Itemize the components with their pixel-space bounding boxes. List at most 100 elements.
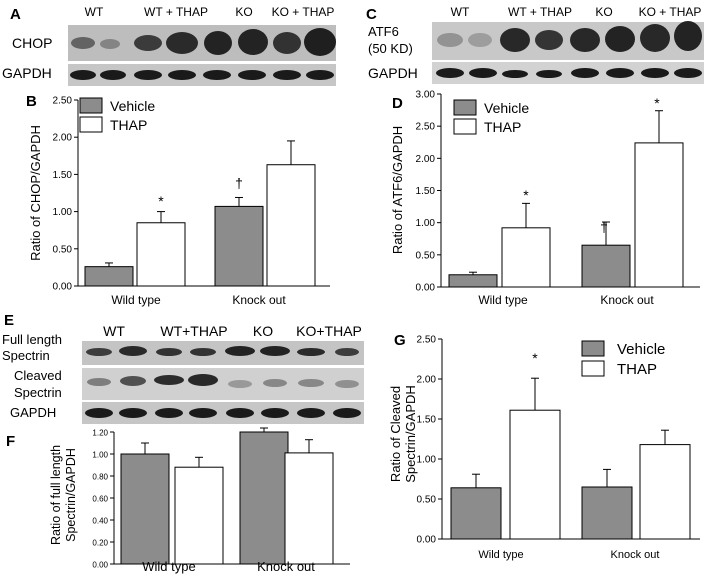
chop-gapdh-membrane	[68, 64, 336, 86]
y-tick-label: 2.50	[417, 335, 437, 346]
y-axis-label: Ratio of CleavedSpectrin/GAPDH	[388, 385, 418, 483]
x-tick-label: Knock out	[232, 293, 286, 307]
legend-label: Vehicle	[110, 98, 155, 114]
legend-swatch	[79, 97, 103, 114]
row-label-chop: CHOP	[12, 35, 52, 51]
significance-mark: *	[532, 350, 538, 366]
bar-thap-wild-type	[501, 227, 551, 288]
y-tick-label: 0.00	[53, 282, 73, 293]
lane-label-wt: WT	[451, 5, 470, 19]
significance-mark: †	[235, 175, 243, 191]
y-tick-label: 0.00	[92, 561, 108, 570]
significance-mark: *	[158, 193, 164, 209]
bar-vehicle-wild-type	[120, 453, 170, 565]
bar-thap-knock-out	[639, 444, 691, 540]
row-label-full-length: Full length	[2, 332, 62, 347]
chart-f: 0.00 0.20 0.40 0.60 0.80 1.00 1.20 Ratio of ful…	[49, 427, 350, 574]
legend-swatch	[79, 116, 103, 133]
bar-thap-wild-type	[509, 409, 561, 540]
y-tick-label: 2.00	[53, 133, 73, 144]
legend-swatch	[581, 360, 605, 377]
blot-panel-c: C WT WT + THAP KO KO + THAP ATF6 (50 KD)…	[366, 5, 704, 84]
lane-label-ko-thap: KO+THAP	[296, 323, 362, 339]
bar-thap-wild-type	[136, 222, 186, 287]
x-tick-label: Wild type	[111, 293, 161, 307]
significance-mark: *	[523, 187, 529, 203]
y-tick-label: 0.50	[416, 250, 436, 261]
y-tick-label: 0.50	[417, 495, 437, 506]
atf6-bands	[437, 21, 702, 52]
lane-label-ko: KO	[235, 5, 252, 19]
y-tick-label: 1.50	[416, 186, 436, 197]
bar-vehicle-knock-out	[214, 205, 264, 287]
bar-thap-knock-out	[634, 142, 684, 288]
row-label-atf6-size: (50 KD)	[368, 41, 413, 56]
bar-thap-wild-type	[174, 466, 224, 565]
chart-b: 0.00 0.50 1.00 1.50 2.00 2.50 Ratio of CHOP/GA…	[28, 96, 330, 307]
bar-thap-knock-out	[266, 164, 316, 287]
y-tick-label: 0.60	[92, 495, 108, 504]
y-tick-label: 0.40	[92, 517, 108, 526]
significance-mark: *	[654, 95, 660, 111]
bar-vehicle-knock-out	[581, 486, 633, 540]
legend-swatch	[453, 118, 477, 135]
y-tick-label: 1.00	[416, 218, 436, 229]
atf6-gapdh-membrane	[432, 62, 704, 84]
bar-vehicle-knock-out	[581, 244, 631, 288]
bar-vehicle-wild-type	[84, 266, 134, 287]
y-tick-label: 1.50	[53, 170, 73, 181]
spectrin-gapdh-membrane	[82, 402, 364, 424]
y-tick-label: 2.00	[416, 154, 436, 165]
legend-label: Vehicle	[484, 100, 529, 116]
atf6-gapdh-bands	[436, 68, 702, 78]
panel-letter-f: F	[6, 433, 15, 450]
x-tick-label: Knock out	[611, 549, 660, 561]
full-spectrin-bands	[86, 346, 359, 356]
x-tick-label: Wild type	[142, 559, 195, 574]
legend-swatch	[581, 340, 605, 357]
lane-label-ko-thap: KO + THAP	[639, 5, 702, 19]
legend-swatch	[453, 99, 477, 116]
bar-vehicle-knock-out	[239, 431, 289, 565]
cleaved-spectrin-bands	[87, 374, 359, 388]
bar-vehicle-wild-type	[450, 487, 502, 540]
lane-label-ko: KO	[253, 323, 273, 339]
lane-label-ko: KO	[595, 5, 612, 19]
row-label-gapdh: GAPDH	[10, 405, 56, 420]
y-axis-label: Ratio of CHOP/GAPDH	[28, 125, 43, 261]
y-tick-label: 1.20	[92, 429, 108, 438]
row-label-cleaved: Cleaved	[14, 368, 62, 383]
spectrin-gapdh-bands	[85, 408, 361, 418]
x-tick-label: Knock out	[257, 559, 315, 574]
row-label-atf6: ATF6	[368, 24, 399, 39]
legend-label: THAP	[110, 117, 147, 133]
significance-mark: †	[600, 219, 608, 235]
x-tick-label: Knock out	[600, 293, 654, 307]
y-tick-label: 2.50	[416, 122, 436, 133]
blot-panel-e: E WT WT+THAP KO KO+THAP Full length Spec…	[2, 312, 364, 424]
y-tick-label: 1.50	[417, 415, 437, 426]
y-axis-label: Ratio of ATF6/GAPDH	[390, 126, 405, 254]
lane-label-wt-thap: WT + THAP	[508, 5, 572, 19]
panel-letter-b: B	[26, 93, 37, 110]
bar-thap-knock-out	[284, 452, 334, 565]
y-tick-label: 0.80	[92, 473, 108, 482]
y-axis-label: Ratio of full lengthSpectrin/GAPDH	[49, 445, 78, 545]
x-tick-label: Wild type	[478, 549, 523, 561]
legend-label: THAP	[484, 119, 521, 135]
chart-g: 0.00 0.50 1.00 1.50 2.00 2.50 Ratio of Cleaved…	[388, 335, 700, 561]
blot-panel-a: A WT WT + THAP KO KO + THAP CHOP GAPDH	[2, 5, 336, 86]
lane-label-wt: WT	[103, 323, 125, 339]
y-tick-label: 0.50	[53, 244, 73, 255]
row-label-gapdh: GAPDH	[2, 65, 52, 81]
panel-letter-c: C	[366, 6, 377, 23]
y-tick-label: 0.00	[416, 283, 436, 294]
lane-label-ko-thap: KO + THAP	[272, 5, 335, 19]
lane-label-wt-thap: WT+THAP	[160, 323, 227, 339]
y-tick-label: 2.00	[417, 375, 437, 386]
y-tick-label: 1.00	[53, 207, 73, 218]
y-tick-label: 0.20	[92, 539, 108, 548]
row-label-cleaved-spectrin: Spectrin	[14, 385, 62, 400]
panel-letter-a: A	[10, 6, 21, 23]
